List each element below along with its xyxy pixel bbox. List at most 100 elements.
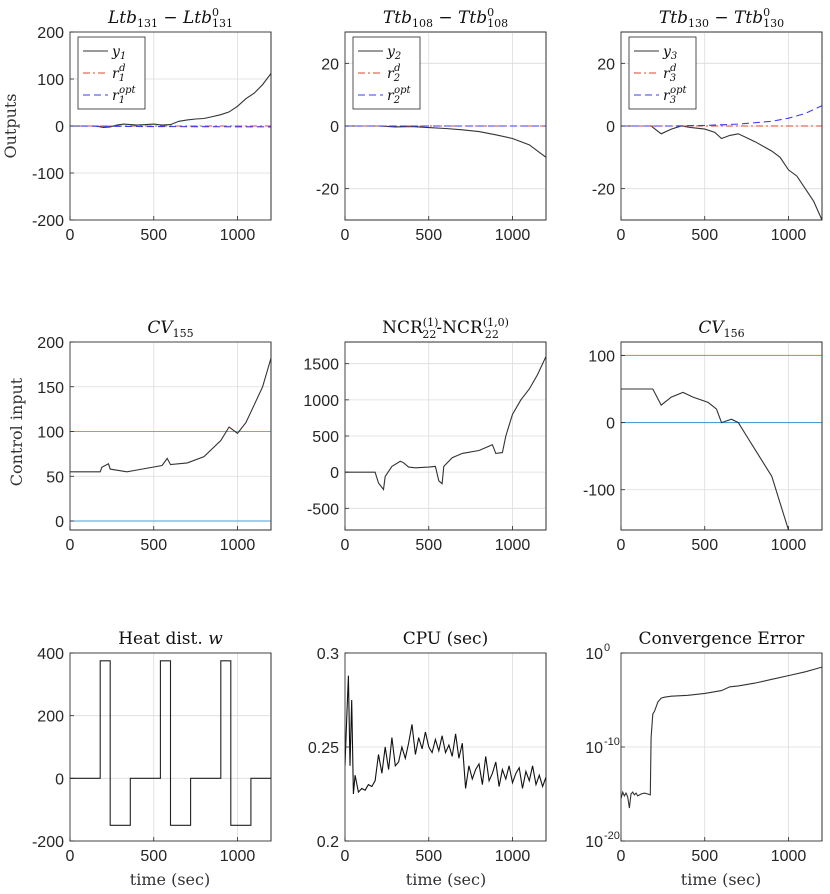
plot-area [620, 341, 823, 531]
y-tick-label: 0 [55, 119, 64, 136]
x-tick-label: 500 [415, 848, 442, 865]
y-tick-label: 50 [46, 469, 64, 486]
title-part: 22 [485, 328, 499, 341]
title-part: Convergence Error [639, 629, 806, 649]
chart-title: CV155 [147, 318, 193, 340]
y-tick-label: 0 [55, 514, 64, 531]
title-part: 155 [173, 327, 194, 340]
legend-label-index: 2 [393, 73, 400, 84]
y-tick-label: 10 [585, 834, 603, 851]
y-tick-label: 0.2 [317, 834, 339, 851]
chart-p6: 0 500 1000 -100 0 100 CV156 [583, 318, 823, 554]
x-tick-label: 1000 [495, 848, 531, 865]
title-part: 131 [212, 17, 233, 30]
series-r1opt [70, 125, 271, 128]
title-part: Ltb [107, 8, 137, 28]
x-tick-label: 0 [66, 537, 75, 554]
x-tick-label: 1000 [771, 227, 807, 244]
legend-label-base: r [387, 88, 395, 104]
legend-label-index: 2 [393, 95, 400, 106]
title-part: − Ttb [433, 8, 487, 28]
series-y2 [345, 125, 546, 158]
y-tick-label: 0 [330, 119, 339, 136]
x-tick-label: 500 [140, 227, 167, 244]
legend-label-base: r [112, 88, 120, 104]
title-part: CPU (sec) [403, 629, 488, 649]
xlabel-right: time (sec) [681, 870, 761, 889]
x-tick-label: 500 [691, 227, 718, 244]
legend-label: r2opt [387, 85, 412, 106]
xlabel-center: time (sec) [406, 870, 486, 889]
x-tick-label: 0 [617, 848, 626, 865]
x-tick-label: 0 [341, 848, 350, 865]
row-label-outputs: Outputs [1, 93, 20, 158]
xlabel-left: time (sec) [130, 870, 210, 889]
legend-label-index: 1 [119, 73, 125, 84]
title-part: 22 [422, 328, 436, 341]
legend-label-index: 3 [670, 95, 676, 106]
x-tick-label: 1000 [771, 848, 807, 865]
legend-label: r2d [387, 63, 400, 84]
chart-title: CPU (sec) [403, 629, 488, 649]
legend-label-super: d [394, 63, 400, 74]
title-part: Heat dist. [118, 629, 208, 649]
title-part: Ttb [383, 8, 412, 28]
x-tick-label: 1000 [220, 537, 256, 554]
y-tick-label: 1500 [303, 357, 339, 374]
y-tick-exponent: -20 [604, 830, 620, 842]
y-tick-label: 200 [37, 335, 64, 352]
title-part: CV [698, 318, 725, 338]
title-part: Ttb [659, 8, 688, 28]
x-tick-label: 0 [66, 848, 75, 865]
y-tick-label: -200 [32, 213, 64, 230]
series-cv155 [70, 357, 271, 473]
legend-label-base: r [663, 88, 671, 104]
legend-label-index: 1 [119, 95, 125, 106]
y-tick-label: 100 [588, 348, 615, 365]
x-tick-label: 500 [415, 537, 442, 554]
legend-label: r3d [663, 63, 676, 84]
y-tick-label: 0 [606, 119, 615, 136]
legend-label-base: y [662, 44, 672, 60]
y-tick-label: 200 [37, 709, 64, 726]
series-ncr22 [345, 356, 546, 491]
y-tick-label: 0 [330, 465, 339, 482]
series-cpu [345, 675, 546, 795]
legend-label: y1 [111, 44, 126, 62]
legend-label: r3opt [663, 85, 688, 106]
x-tick-label: 0 [341, 227, 350, 244]
legend-label: y2 [386, 44, 401, 62]
title-part: 0 [212, 6, 219, 19]
chart-p8: 0 500 1000 0.2 0.25 0.3 CPU (sec) [308, 629, 547, 865]
axis-box [69, 341, 272, 531]
title-part: NCR [382, 318, 424, 338]
title-part: 130 [763, 17, 784, 30]
legend-label-base: r [112, 66, 120, 82]
title-part: 0 [763, 6, 770, 19]
axis-box [69, 652, 272, 842]
x-tick-label: 500 [415, 227, 442, 244]
legend-label: r1opt [112, 85, 137, 106]
series-r3opt [621, 105, 822, 127]
series-y1 [70, 73, 271, 128]
chart-p4: 0 500 1000 0 50 100 150 200 CV155 [37, 318, 272, 554]
y-tick-label: 20 [321, 56, 339, 73]
chart-title: NCR(1) 22-NCR(1,0) 22 [382, 316, 509, 341]
title-part: 131 [137, 17, 158, 30]
title-part: -NCR [436, 318, 484, 338]
y-tick-label: 200 [37, 25, 64, 42]
x-tick-label: 500 [140, 537, 167, 554]
legend-label-index: 3 [671, 51, 677, 62]
axis-box [620, 341, 823, 531]
x-tick-label: 0 [341, 537, 350, 554]
y-tick-label: 10 [585, 646, 603, 663]
y-tick-label: 20 [597, 56, 615, 73]
legend-label-super: d [670, 63, 676, 74]
legend-label-base: r [663, 66, 671, 82]
legend-label-index: 3 [670, 73, 676, 84]
title-part: 108 [412, 17, 433, 30]
